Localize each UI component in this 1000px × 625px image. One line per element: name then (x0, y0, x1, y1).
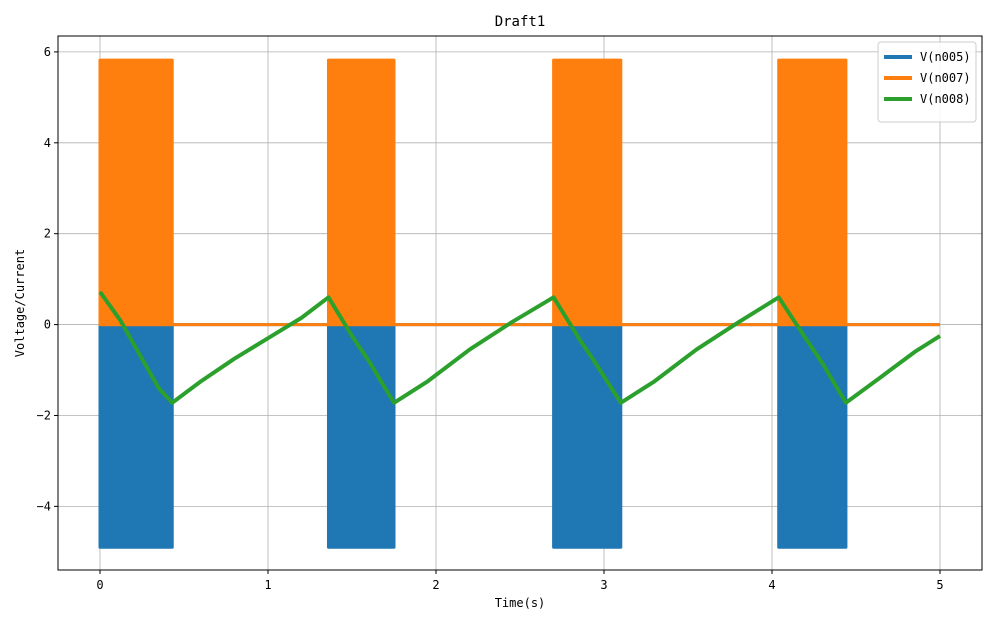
x-tick-label: 1 (264, 578, 271, 592)
legend-box (877, 41, 977, 123)
x-tick-label: 0 (96, 578, 103, 592)
series-vn008 (98, 290, 942, 405)
oscillation-burst (552, 323, 623, 549)
series-vn005 (98, 323, 940, 549)
tick-layer: 0 1 2 3 4 5 −4 −2 0 2 4 6 (37, 45, 944, 592)
y-axis-label: Voltage/Current (13, 249, 27, 357)
legend-label: V(n005) (920, 50, 971, 64)
x-tick-label: 5 (936, 578, 943, 592)
series-line (98, 290, 942, 405)
y-tick-label: 6 (44, 45, 51, 59)
oscillation-burst (777, 58, 848, 327)
oscillation-burst (98, 58, 174, 327)
plot-frame (57, 35, 983, 571)
chart-title: Draft1 (495, 14, 546, 30)
x-tick-label: 2 (432, 578, 439, 592)
legend: V(n005) V(n007) V(n008) (877, 41, 977, 123)
y-tick-label: −2 (37, 408, 51, 422)
y-tick-label: 0 (44, 318, 51, 332)
series-layer (98, 58, 942, 549)
oscillation-burst (552, 58, 623, 327)
y-tick-label: −4 (37, 499, 51, 513)
oscillation-burst (777, 323, 848, 549)
x-axis-label: Time(s) (495, 596, 546, 610)
legend-label: V(n008) (920, 92, 971, 106)
y-tick-label: 4 (44, 136, 51, 150)
oscillation-burst (326, 323, 396, 549)
series-clipped-group (98, 58, 942, 549)
oscillation-burst (326, 58, 396, 327)
series-vn007 (98, 58, 940, 327)
x-tick-label: 4 (768, 578, 775, 592)
legend-label: V(n007) (920, 71, 971, 85)
y-tick-label: 2 (44, 227, 51, 241)
x-tick-label: 3 (600, 578, 607, 592)
oscillation-burst (98, 323, 174, 549)
